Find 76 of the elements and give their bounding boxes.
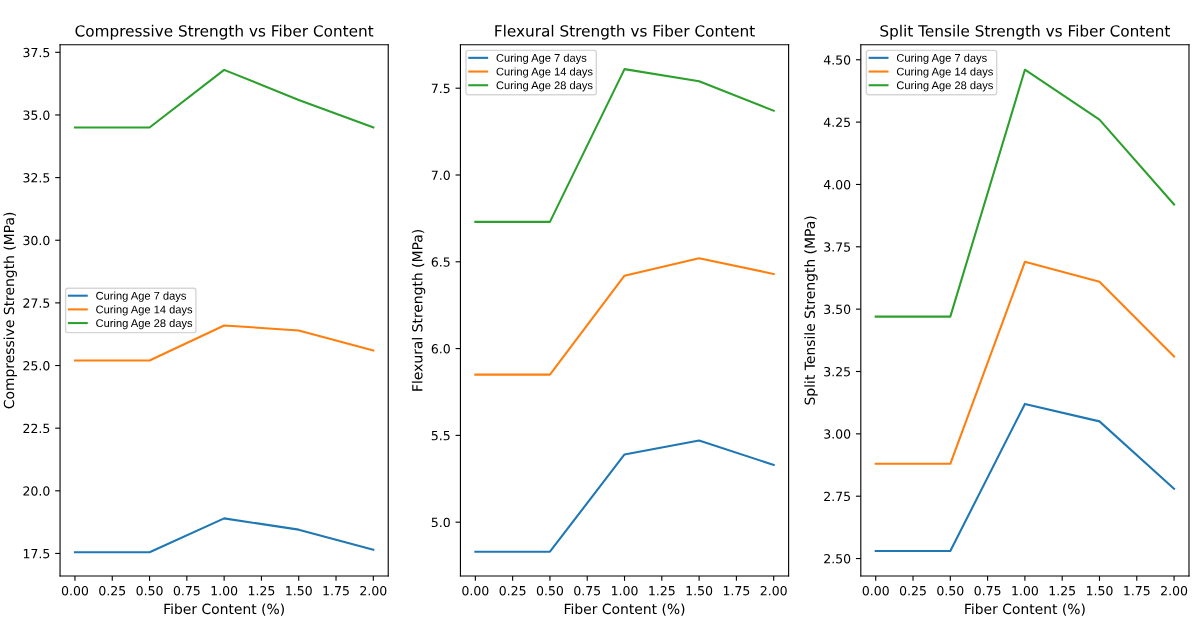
y-tick-label: 3.50	[824, 304, 851, 315]
x-tick-label: 0.50	[536, 585, 564, 596]
y-tick-label: 3.25	[824, 366, 850, 377]
y-tick-label: 25.0	[23, 361, 50, 371]
x-tick-label: 0.25	[899, 585, 926, 596]
x-tick-label: 0.50	[136, 585, 163, 596]
x-tick-label: 1.50	[686, 585, 713, 596]
legend-label: Curing Age 7 days	[496, 53, 587, 65]
line-series	[474, 68, 775, 223]
x-tick-label: 1.75	[1124, 586, 1150, 596]
x-axis-title: Fiber Content (%)	[164, 603, 284, 616]
y-tick-label: 7.5	[431, 83, 450, 94]
y-tick-label: 20.0	[23, 486, 50, 496]
legend-label: Curing Age 14 days	[96, 305, 193, 316]
y-tick-label: 2.75	[824, 491, 850, 502]
x-axis-title: Fiber Content (%)	[564, 603, 685, 616]
x-tick-label: 0.25	[499, 585, 526, 596]
line-series	[874, 68, 1176, 318]
line-series	[73, 517, 375, 554]
x-tick-label: 1.00	[1012, 585, 1038, 596]
legend-label: Curing Age 28 days	[496, 81, 593, 92]
chart-title: Flexural Strength vs Fiber Content	[495, 24, 755, 40]
line-series	[474, 257, 775, 376]
y-axis-title: Flexural Strength (MPa)	[411, 229, 426, 391]
y-axis-title: Compressive Strength (MPa)	[3, 212, 17, 409]
x-tick-label: 0.50	[937, 585, 964, 596]
x-axis-title: Fiber Content (%)	[965, 603, 1085, 616]
y-tick-label: 4.25	[823, 117, 850, 128]
x-tick-label: 1.75	[323, 586, 349, 596]
x-tick-label: 0.00	[862, 585, 889, 596]
x-tick-label: 1.00	[611, 585, 638, 596]
legend-label: Curing Age 28 days	[96, 318, 193, 330]
chart-title: Compressive Strength vs Fiber Content	[75, 24, 374, 40]
y-tick-label: 6.5	[431, 257, 450, 267]
x-tick-label: 1.50	[1086, 585, 1113, 596]
legend-label: Curing Age 14 days	[496, 67, 593, 78]
legend-label: Curing Age 7 days	[96, 291, 187, 302]
y-tick-label: 2.50	[824, 554, 851, 564]
line-series	[874, 402, 1176, 553]
y-tick-label: 17.5	[23, 549, 50, 559]
x-tick-label: 1.50	[286, 585, 312, 596]
x-tick-label: 0.75	[173, 585, 200, 596]
x-tick-label: 0.75	[974, 585, 1001, 596]
y-tick-label: 22.5	[23, 423, 50, 434]
legend-label: Curing Age 28 days	[896, 81, 993, 92]
y-tick-label: 4.50	[823, 55, 851, 65]
y-tick-label: 5.5	[431, 431, 450, 441]
chart-title: Split Tensile Strength vs Fiber Content	[880, 24, 1171, 40]
line-series	[874, 260, 1176, 465]
y-tick-label: 3.75	[824, 242, 850, 252]
x-tick-label: 1.25	[1049, 585, 1076, 596]
y-tick-label: 7.0	[431, 170, 450, 180]
x-tick-label: 0.75	[574, 585, 601, 596]
y-tick-label: 35.0	[23, 110, 50, 120]
y-tick-label: 32.5	[23, 173, 50, 183]
y-tick-label: 4.00	[823, 179, 851, 190]
legend-label: Curing Age 14 days	[896, 67, 993, 78]
x-tick-label: 1.25	[248, 585, 275, 596]
line-series	[474, 439, 775, 553]
x-tick-label: 0.00	[462, 585, 489, 596]
y-tick-label: 5.0	[431, 517, 450, 528]
legend-label: Curing Age 7 days	[896, 53, 987, 65]
x-tick-label: 2.00	[1161, 585, 1188, 596]
y-tick-label: 27.5	[23, 298, 50, 308]
y-axis-title: Split Tensile Strength (MPa)	[804, 216, 818, 405]
x-tick-label: 2.00	[760, 585, 787, 596]
y-tick-label: 6.0	[431, 344, 450, 354]
x-tick-label: 1.00	[211, 585, 238, 596]
y-tick-label: 30.0	[23, 235, 50, 246]
x-tick-label: 0.25	[99, 585, 126, 596]
x-tick-label: 1.75	[723, 586, 750, 596]
y-tick-label: 3.00	[824, 429, 851, 439]
x-tick-label: 0.00	[61, 585, 89, 596]
x-tick-label: 2.00	[360, 585, 387, 596]
x-tick-label: 1.25	[649, 585, 675, 596]
y-tick-label: 37.5	[23, 47, 50, 58]
